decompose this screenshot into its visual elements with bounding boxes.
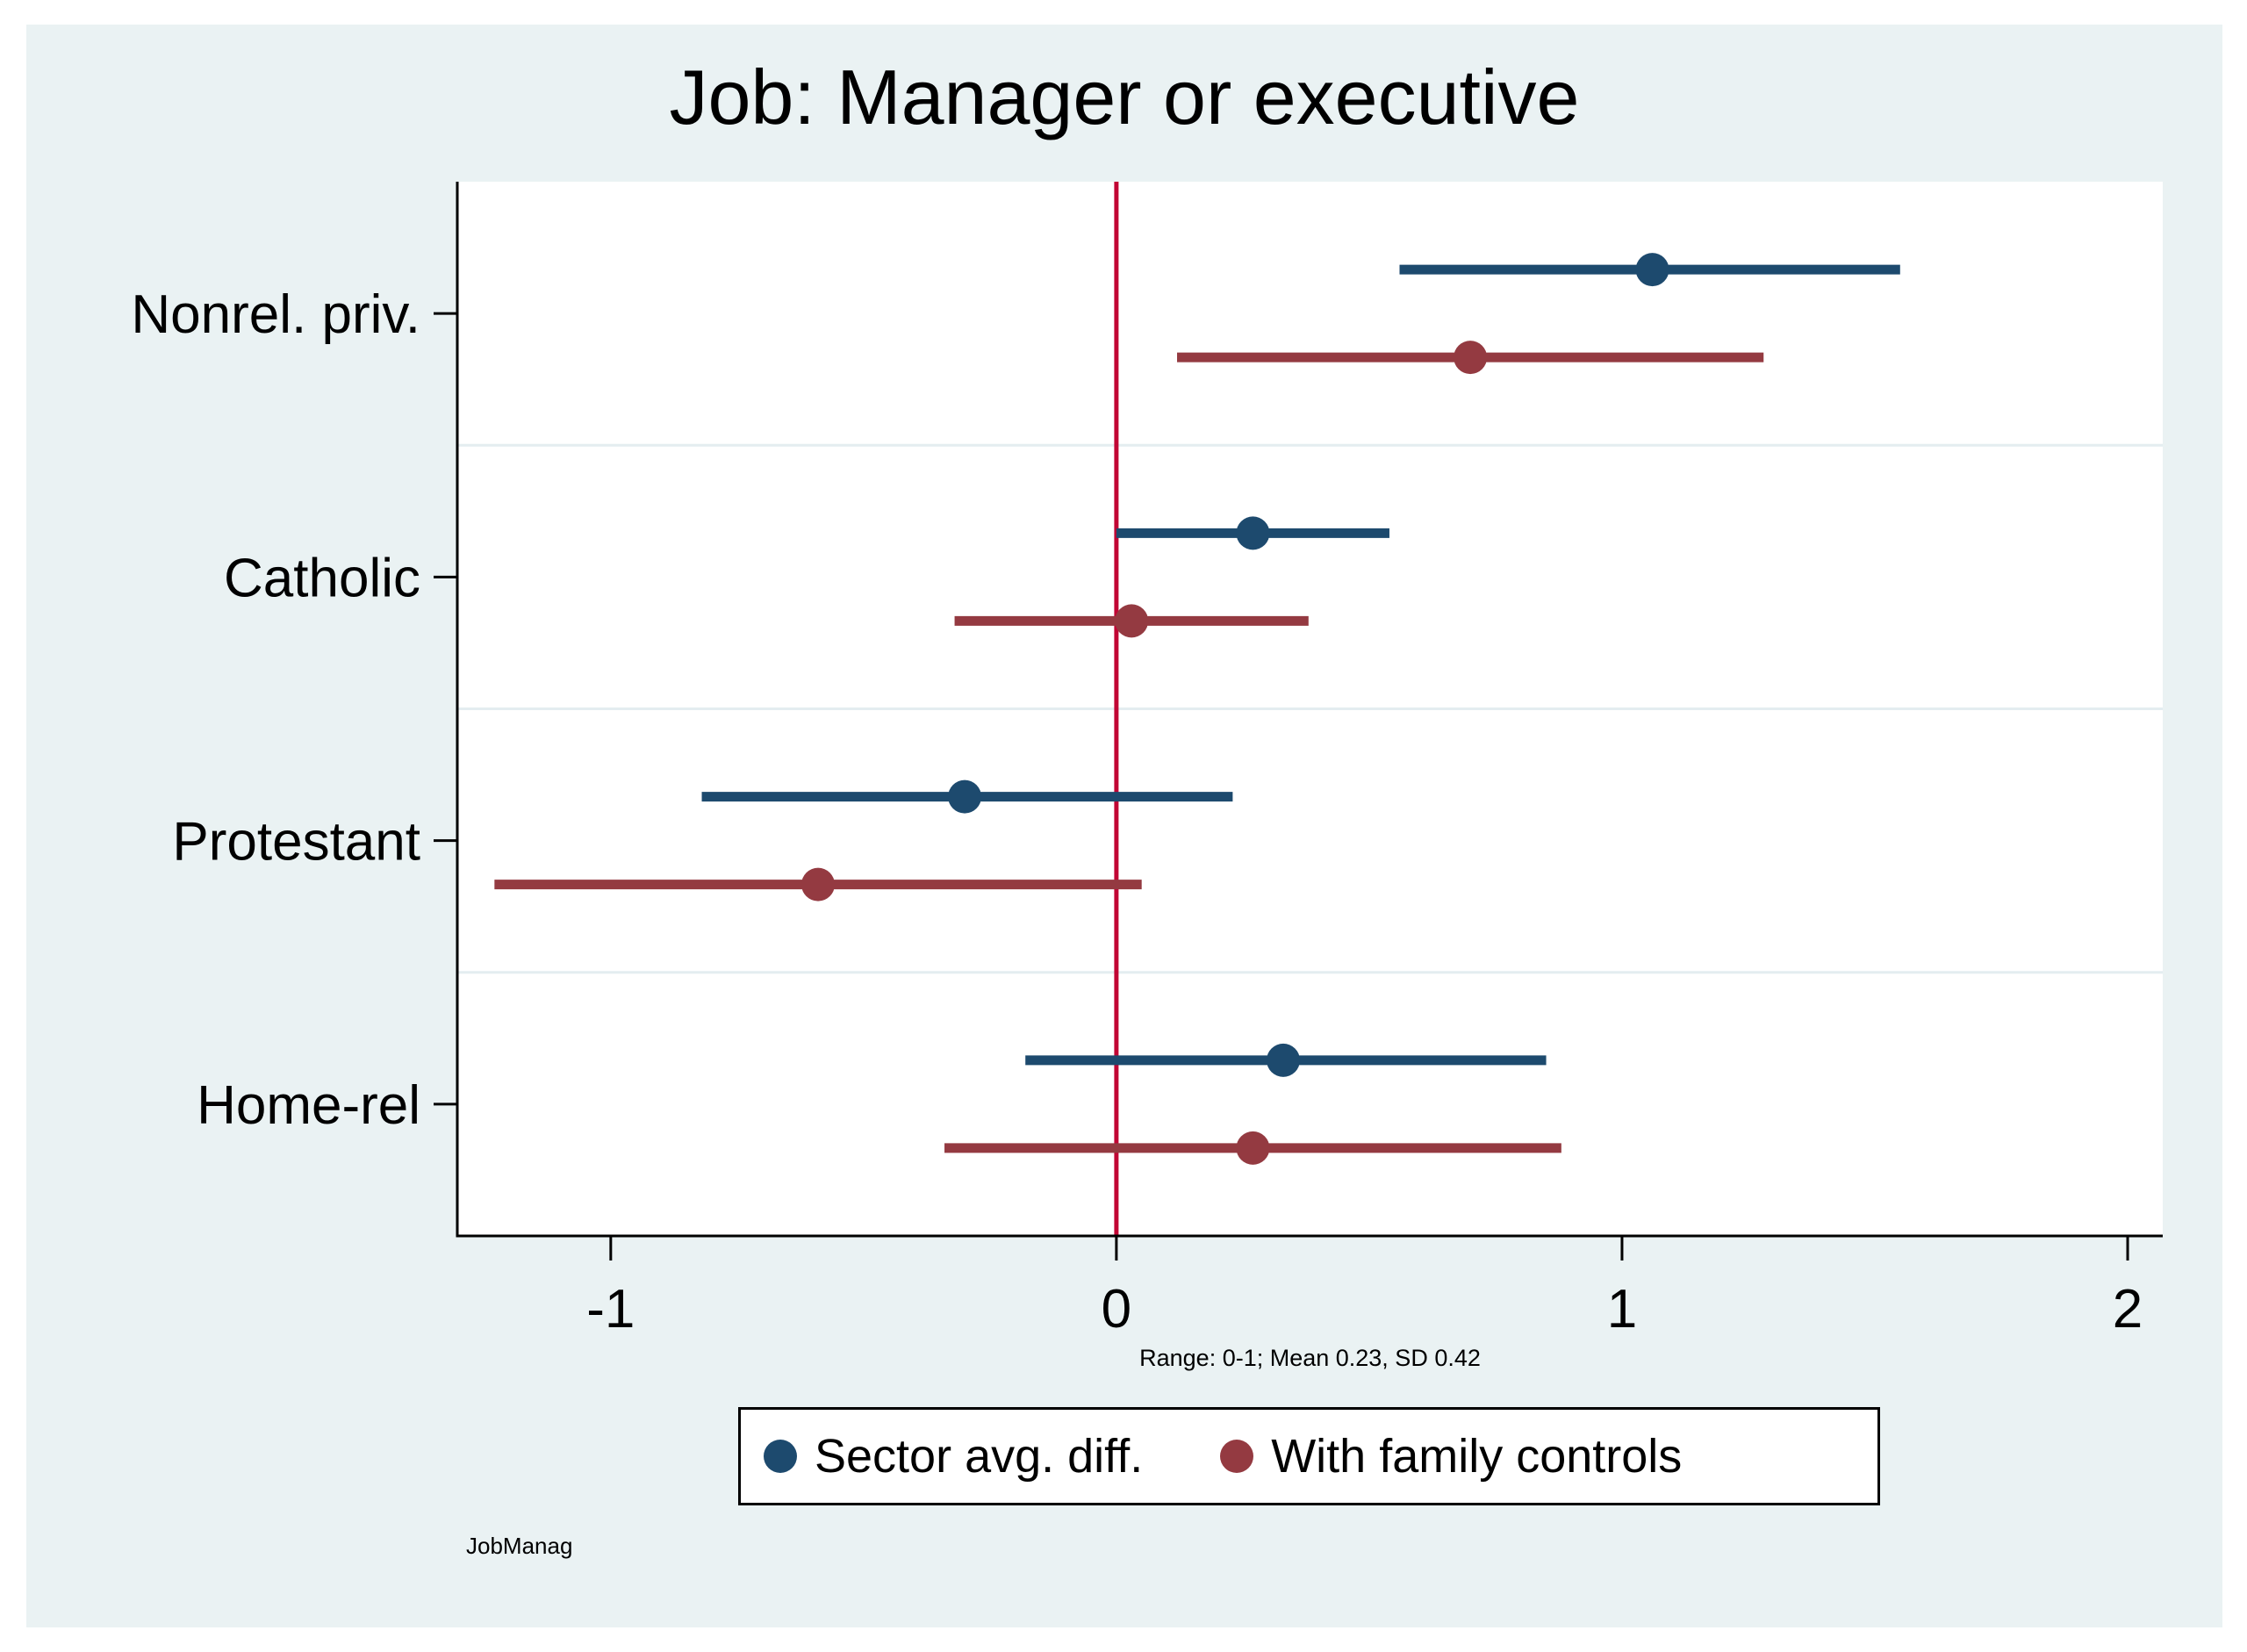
x-tick-label: -1 [586, 1279, 635, 1340]
legend-marker-dot-navy-icon [764, 1440, 797, 1473]
point-estimate-marker [1454, 341, 1488, 375]
point-estimate-marker [1236, 516, 1270, 550]
legend-label: Sector avg. diff. [815, 1430, 1144, 1483]
legend-label: With family controls [1271, 1430, 1683, 1483]
point-estimate-marker [948, 779, 982, 814]
point-estimate-marker [1266, 1043, 1300, 1077]
y-category-label: Protestant [172, 812, 420, 873]
point-estimate-marker [1635, 253, 1669, 287]
graph-note: JobManag [466, 1533, 573, 1559]
chart-title: Job: Manager or executive [669, 54, 1580, 140]
y-category-label: Nonrel. priv. [131, 284, 420, 345]
legend-box: Sector avg. diff. With family controls [738, 1407, 1880, 1505]
legend-marker-dot-maroon-icon [1220, 1440, 1254, 1473]
point-estimate-marker [801, 867, 836, 901]
x-axis-subtitle: Range: 0-1; Mean 0.23, SD 0.42 [1139, 1345, 1481, 1371]
legend-item-sector: Sector avg. diff. [764, 1429, 1143, 1483]
x-tick-label: 2 [2113, 1279, 2143, 1340]
point-estimate-marker [1115, 604, 1149, 638]
point-estimate-marker [1236, 1131, 1270, 1165]
y-category-label: Catholic [224, 548, 420, 608]
x-tick-label: 1 [1607, 1279, 1637, 1340]
y-category-label: Home-rel [197, 1075, 420, 1136]
legend-item-family: With family controls [1220, 1429, 1682, 1483]
x-tick-label: 0 [1102, 1279, 1131, 1340]
